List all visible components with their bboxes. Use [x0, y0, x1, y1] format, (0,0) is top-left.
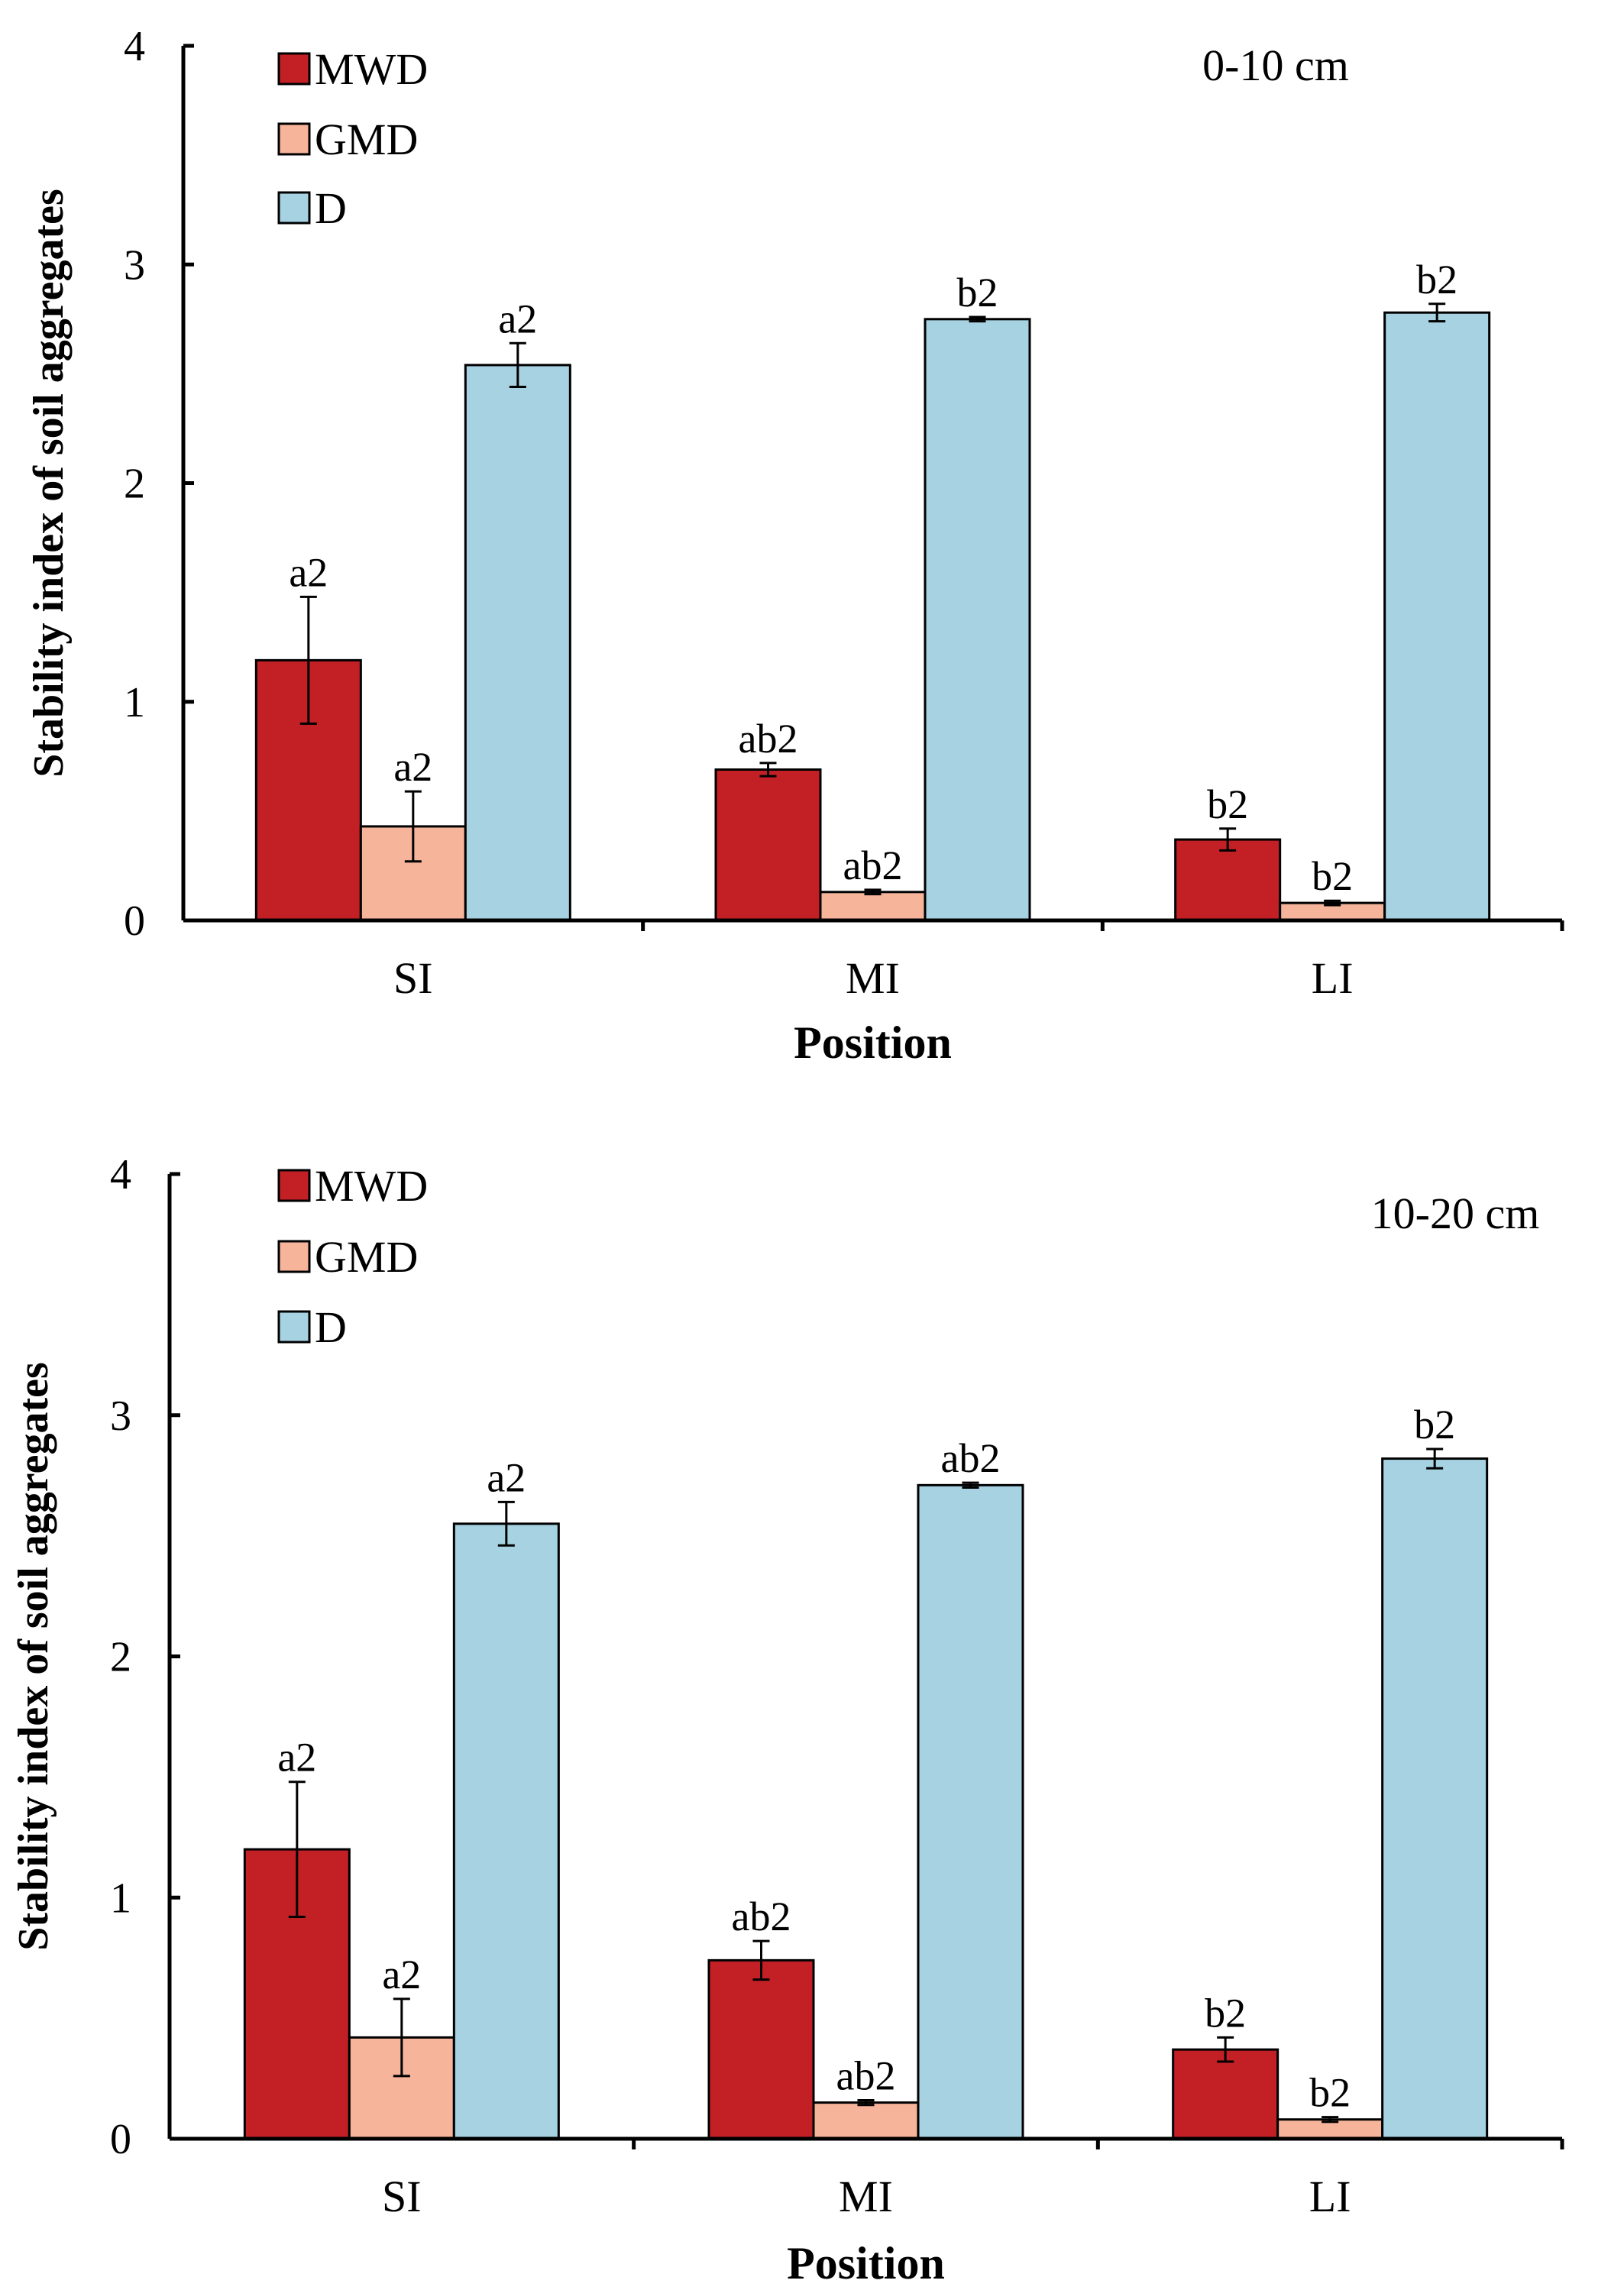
data-label: a2: [498, 296, 537, 341]
error-bar-gmd-li: [1324, 899, 1341, 907]
y-tick-label: 2: [124, 461, 145, 508]
error-bar-gmd-si: [404, 790, 422, 863]
bar-mwd-li: [1172, 2048, 1279, 2140]
error-bar-d-si: [509, 341, 526, 389]
error-bar-mwd-si: [288, 1781, 306, 1919]
y-tick-label: 4: [110, 1151, 131, 1198]
error-bar-d-mi: [962, 1481, 979, 1489]
chart-panel-2: a2 a2 a2 SI ab2 ab2 ab2 MI b2 b2 b2 LI 0 1 2 3 4 Position…: [10, 1151, 1564, 2288]
bar-d-mi: [917, 1483, 1024, 2140]
data-label: b2: [1309, 2070, 1351, 2116]
chart-panel-1: a2 a2 a2 SI ab2 ab2 b2 MI b2 b2 b2 LI 0 1 2 3 4 Position S…: [25, 23, 1564, 1068]
legend-swatch-gmd: [277, 1240, 311, 1273]
error-bar-mwd-mi: [752, 1939, 770, 1981]
data-label: a2: [487, 1454, 526, 1500]
error-bar-d-si: [497, 1500, 515, 1547]
y-tick-label: 4: [124, 23, 145, 70]
legend: MWD GMD D: [277, 44, 428, 233]
data-label: b2: [1312, 853, 1353, 899]
error-bar-gmd-mi: [857, 2098, 875, 2107]
data-label: a2: [382, 1952, 421, 1997]
bar-mwd-mi: [707, 1958, 815, 2140]
error-bar-d-mi: [969, 315, 986, 323]
y-tick-label: 1: [110, 1874, 131, 1922]
error-bar-mwd-li: [1219, 827, 1237, 852]
error-bar-mwd-si: [299, 595, 317, 725]
legend-label: MWD: [315, 44, 428, 94]
bar-d-mi: [924, 318, 1031, 922]
x-tick-label: MI: [839, 2172, 893, 2221]
error-bar-d-li: [1428, 302, 1446, 323]
error-bar-mwd-li: [1217, 2036, 1234, 2063]
panel-title: 0-10 cm: [1202, 40, 1349, 90]
y-tick-label: 3: [110, 1392, 131, 1440]
bar-d-si: [464, 364, 571, 922]
legend-label: GMD: [315, 1232, 418, 1282]
bar-d-si: [452, 1522, 560, 2140]
error-bar-gmd-mi: [864, 888, 882, 896]
y-tick-label: 2: [110, 1634, 131, 1681]
data-label: ab2: [739, 716, 798, 762]
bar-mwd-mi: [714, 768, 822, 922]
legend-label: GMD: [315, 115, 418, 164]
bar-mwd-li: [1174, 838, 1282, 922]
x-tick-label: MI: [846, 953, 900, 1003]
data-label: b2: [1414, 1402, 1455, 1447]
legend-swatch-d: [277, 1310, 311, 1344]
panel-title: 10-20 cm: [1371, 1189, 1540, 1238]
legend-swatch-mwd: [277, 52, 311, 86]
x-axis-title: Position: [794, 1017, 952, 1068]
legend-label: MWD: [315, 1161, 428, 1211]
data-label: b2: [957, 270, 998, 315]
legend-label: D: [315, 1302, 347, 1352]
y-tick-label: 0: [124, 898, 145, 945]
data-label: a2: [289, 549, 328, 595]
error-bar-mwd-mi: [759, 762, 777, 778]
data-label: ab2: [843, 843, 903, 888]
data-label: ab2: [836, 2052, 896, 2098]
error-bar-gmd-li: [1322, 2116, 1339, 2123]
y-tick-label: 1: [124, 679, 145, 726]
bar-d-li: [1383, 311, 1491, 922]
bar-gmd-mi: [812, 2101, 920, 2140]
error-bar-d-li: [1426, 1447, 1444, 1470]
legend-swatch-d: [277, 191, 311, 225]
data-label: ab2: [732, 1894, 791, 1939]
legend-swatch-gmd: [277, 122, 311, 156]
x-tick-label: SI: [393, 953, 433, 1003]
data-label: a2: [277, 1735, 316, 1781]
x-tick-label: LI: [1309, 2172, 1351, 2221]
legend-label: D: [315, 183, 347, 233]
bar-gmd-mi: [819, 891, 927, 922]
x-tick-label: LI: [1312, 953, 1354, 1003]
x-axis-title: Position: [787, 2238, 945, 2288]
bar-d-li: [1381, 1457, 1489, 2140]
data-label: b2: [1207, 781, 1248, 827]
y-tick-label: 0: [110, 2116, 131, 2163]
legend-swatch-mwd: [277, 1169, 311, 1202]
x-tick-label: SI: [382, 2172, 422, 2221]
data-label: b2: [1416, 257, 1457, 302]
y-axis-title: Stability index of soil aggregates: [25, 189, 73, 778]
data-label: a2: [393, 744, 432, 790]
error-bar-gmd-si: [393, 1997, 410, 2078]
y-axis-title: Stability index of soil aggregates: [10, 1362, 57, 1951]
data-label: ab2: [941, 1435, 1001, 1481]
y-tick-label: 3: [124, 241, 145, 289]
legend: MWD GMD D: [277, 1161, 428, 1352]
data-label: b2: [1205, 1990, 1246, 2036]
